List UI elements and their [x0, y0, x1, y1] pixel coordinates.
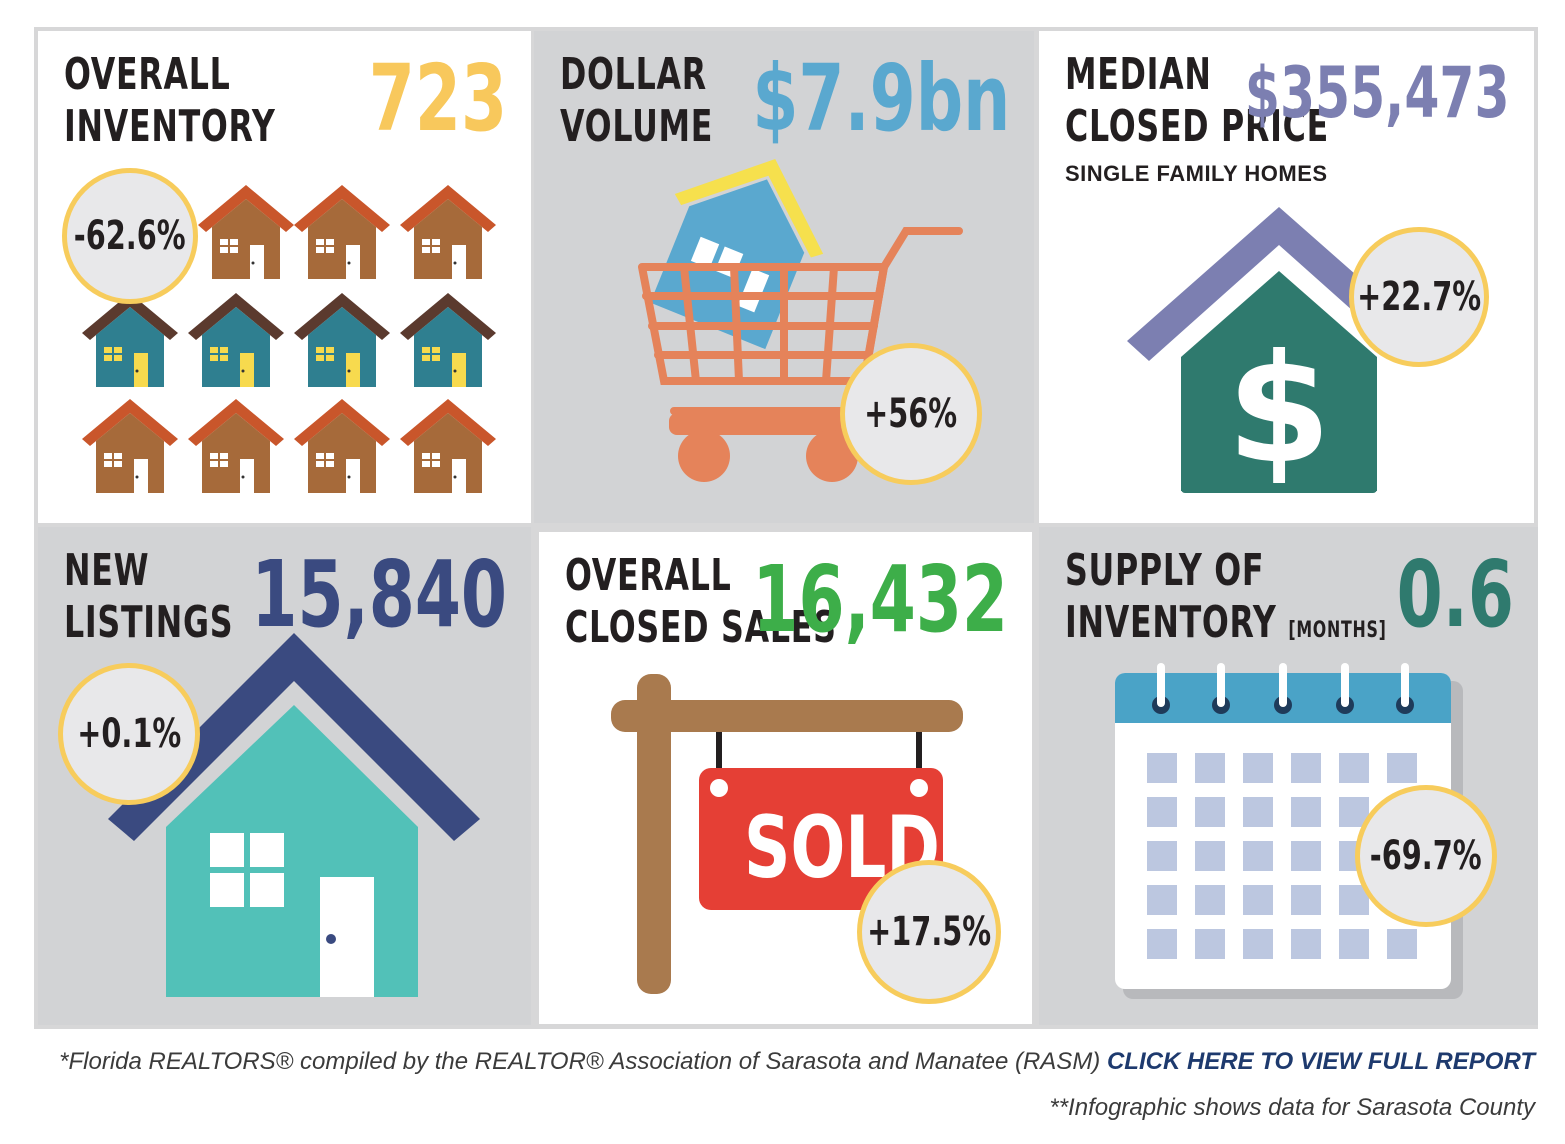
title-line-2: INVENTORY: [64, 101, 276, 152]
title-line-1: NEW: [64, 545, 150, 596]
svg-text:$: $: [1227, 323, 1331, 497]
title-line-2: INVENTORY: [1065, 597, 1277, 648]
median-price-value: $355,473: [1245, 52, 1510, 134]
change-value: +22.7%: [1356, 274, 1482, 320]
panel-overall-inventory: OVERALL INVENTORY 723: [38, 31, 531, 523]
panel-title: OVERALL CLOSED SALES: [565, 550, 837, 654]
change-badge: -69.7%: [1355, 785, 1497, 927]
title-suffix: [MONTHS]: [1288, 618, 1387, 643]
title-line-1: OVERALL: [565, 550, 732, 601]
infographic-grid: OVERALL INVENTORY 723: [34, 27, 1538, 1029]
change-badge: +17.5%: [857, 860, 1001, 1004]
change-value: -62.6%: [74, 213, 186, 259]
panel-title: OVERALL INVENTORY: [64, 49, 276, 153]
panel-new-listings: NEW LISTINGS 15,840 +0.1%: [38, 527, 531, 1025]
title-line-1: DOLLAR: [560, 49, 707, 100]
shopping-cart-house-icon: [638, 159, 963, 482]
panel-title: DOLLAR VOLUME: [560, 49, 713, 153]
change-badge: +0.1%: [58, 663, 200, 805]
panel-title: MEDIAN CLOSED PRICE: [1065, 49, 1329, 153]
panel-dollar-volume: DOLLAR VOLUME $7.9bn: [534, 31, 1034, 523]
change-value: +0.1%: [77, 711, 182, 757]
change-value: +56%: [864, 391, 958, 437]
house-icon: [108, 633, 480, 997]
closed-sales-value: 16,432: [752, 546, 1008, 653]
new-listings-value: 15,840: [251, 541, 507, 648]
title-line-2: VOLUME: [560, 101, 714, 152]
panel-median-closed-price: MEDIAN CLOSED PRICE $355,473 SINGLE FAMI…: [1039, 31, 1534, 523]
supply-value: 0.6: [1396, 541, 1514, 648]
panel-subtitle: SINGLE FAMILY HOMES: [1065, 161, 1328, 186]
source-footer: *Florida REALTORS® compiled by the REALT…: [59, 1048, 1535, 1076]
sold-sign-text: SOLD: [744, 798, 940, 898]
title-line-1: MEDIAN: [1065, 49, 1212, 100]
title-line-1: SUPPLY OF: [1065, 545, 1265, 596]
change-value: -69.7%: [1370, 833, 1482, 879]
inventory-value: 723: [368, 45, 507, 152]
sold-sign-icon: [611, 674, 963, 994]
change-badge: -62.6%: [62, 168, 198, 304]
title-line-2: LISTINGS: [64, 597, 234, 648]
county-note: **Infographic shows data for Sarasota Co…: [1049, 1094, 1535, 1121]
house-dollar-icon: $: [1127, 207, 1431, 497]
change-value: +17.5%: [866, 909, 992, 955]
source-text: *Florida REALTORS® compiled by the REALT…: [59, 1048, 1101, 1075]
panel-overall-closed-sales: OVERALL CLOSED SALES 16,432 SOLD +17.5%: [539, 532, 1032, 1024]
title-line-1: OVERALL: [64, 49, 231, 100]
title-line-2: CLOSED PRICE: [1065, 101, 1329, 152]
title-line-2: CLOSED SALES: [565, 602, 837, 653]
calendar-icon: [1115, 663, 1463, 999]
change-badge: +22.7%: [1349, 227, 1489, 367]
panel-title: NEW LISTINGS: [64, 545, 233, 649]
dollar-volume-value: $7.9bn: [751, 45, 1010, 152]
panel-supply-of-inventory: SUPPLY OF INVENTORY [MONTHS] 0.6: [1039, 527, 1538, 1025]
panel-title: SUPPLY OF INVENTORY [MONTHS]: [1065, 545, 1387, 657]
view-full-report-link[interactable]: CLICK HERE TO VIEW FULL REPORT: [1106, 1048, 1535, 1075]
change-badge: +56%: [840, 343, 982, 485]
